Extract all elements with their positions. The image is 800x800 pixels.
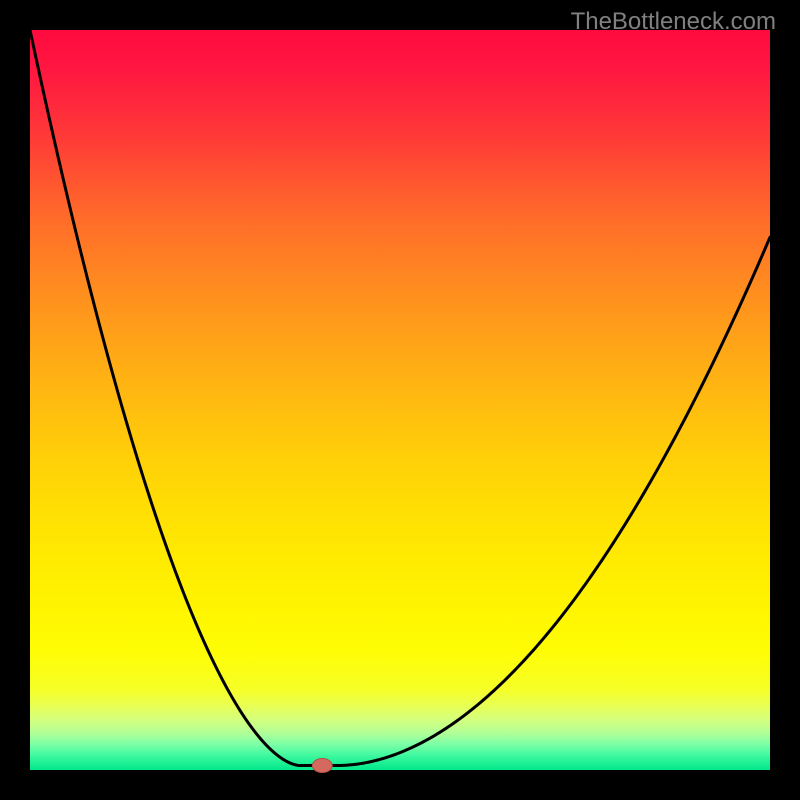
- watermark-text: TheBottleneck.com: [571, 8, 776, 36]
- bottleneck-chart: [0, 0, 800, 800]
- optimum-marker: [312, 759, 332, 773]
- chart-stage: TheBottleneck.com: [0, 0, 800, 800]
- gradient-plot-area: [30, 30, 770, 770]
